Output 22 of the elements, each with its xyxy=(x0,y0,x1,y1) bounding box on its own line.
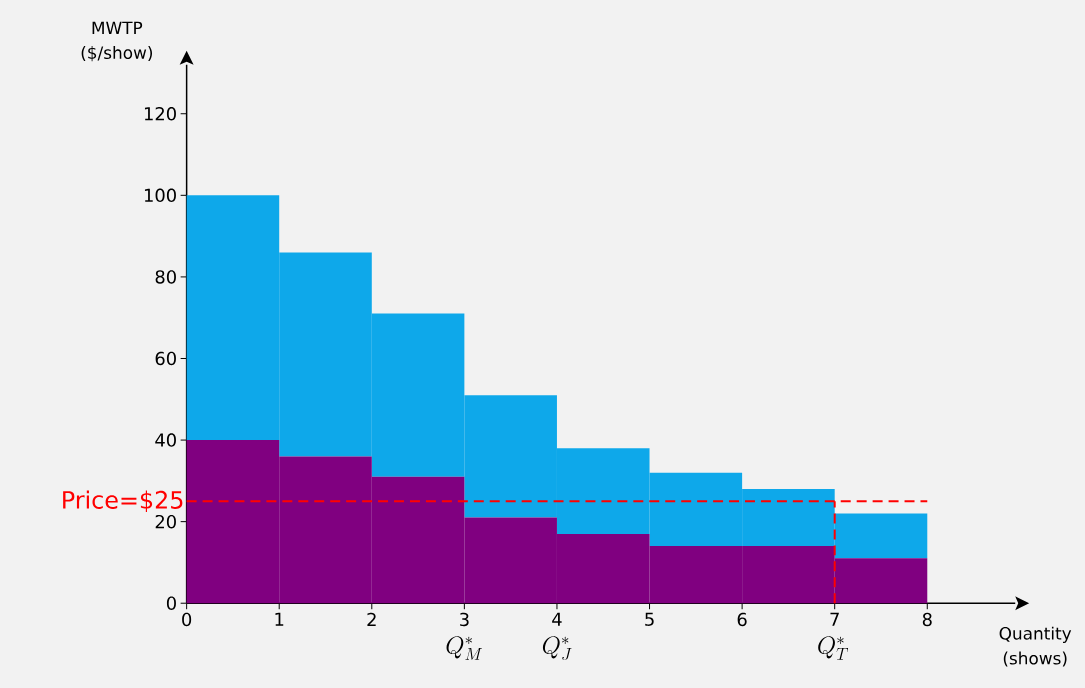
y-tick-label: 0 xyxy=(166,596,176,610)
x-tick-label: 7 xyxy=(830,612,839,626)
y-tick-label: 100 xyxy=(144,188,176,203)
y-axis-title: MWTP ($/show) xyxy=(81,21,153,62)
x-tick-label: 5 xyxy=(645,612,654,627)
ref-line-label: Price=$25 xyxy=(63,490,183,513)
x-tick-label: 1 xyxy=(275,612,284,626)
y-tick-label: 120 xyxy=(144,106,176,121)
text: $Q^*_T$ xyxy=(818,636,849,660)
y-tick-label: 40 xyxy=(155,433,176,447)
text: $Q^*_M$ xyxy=(446,636,482,660)
x-tick-label: 0 xyxy=(182,612,192,627)
x-axis-title: Quantity (shows) xyxy=(999,626,1072,667)
x-tick-label: 2 xyxy=(367,612,376,626)
x-tick-label: 3 xyxy=(460,612,469,627)
y-tick-label: 60 xyxy=(155,351,176,366)
x-tick-label: 4 xyxy=(552,612,562,626)
x-tick-label: 8 xyxy=(922,612,932,627)
y-tick-label: 20 xyxy=(155,514,176,529)
text: $Q^*_J$ xyxy=(542,636,572,661)
x-tick-label: 6 xyxy=(737,612,747,627)
y-tick-label: 80 xyxy=(155,270,176,284)
